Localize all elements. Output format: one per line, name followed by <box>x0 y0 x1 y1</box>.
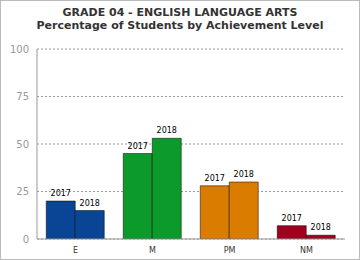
svg-text:75: 75 <box>16 91 29 102</box>
svg-text:2017: 2017 <box>205 174 225 183</box>
svg-text:2018: 2018 <box>157 126 177 135</box>
svg-text:50: 50 <box>16 139 29 150</box>
svg-text:100: 100 <box>10 44 29 55</box>
html-text:GRADE 04 - ENGLISH LANGUAGE AR: GRADE 04 - ENGLISH LANGUAGE ARTS <box>62 6 298 19</box>
svg-text:2018: 2018 <box>80 199 100 208</box>
svg-text:2018: 2018 <box>311 223 331 232</box>
html-text:Percentage of Students by Achi: Percentage of Students by Achievement Le… <box>36 19 324 32</box>
svg-text:25: 25 <box>16 186 29 197</box>
svg-text:2017: 2017 <box>128 142 148 151</box>
svg-text:2017: 2017 <box>51 189 71 198</box>
svg-text:0: 0 <box>23 234 29 245</box>
svg-text:PM: PM <box>224 246 236 255</box>
svg-text:2018: 2018 <box>234 170 254 179</box>
svg-text:E: E <box>73 246 78 255</box>
svg-text:2017: 2017 <box>282 214 302 223</box>
svg-text:M: M <box>149 246 156 255</box>
svg-text:NM: NM <box>300 246 313 255</box>
